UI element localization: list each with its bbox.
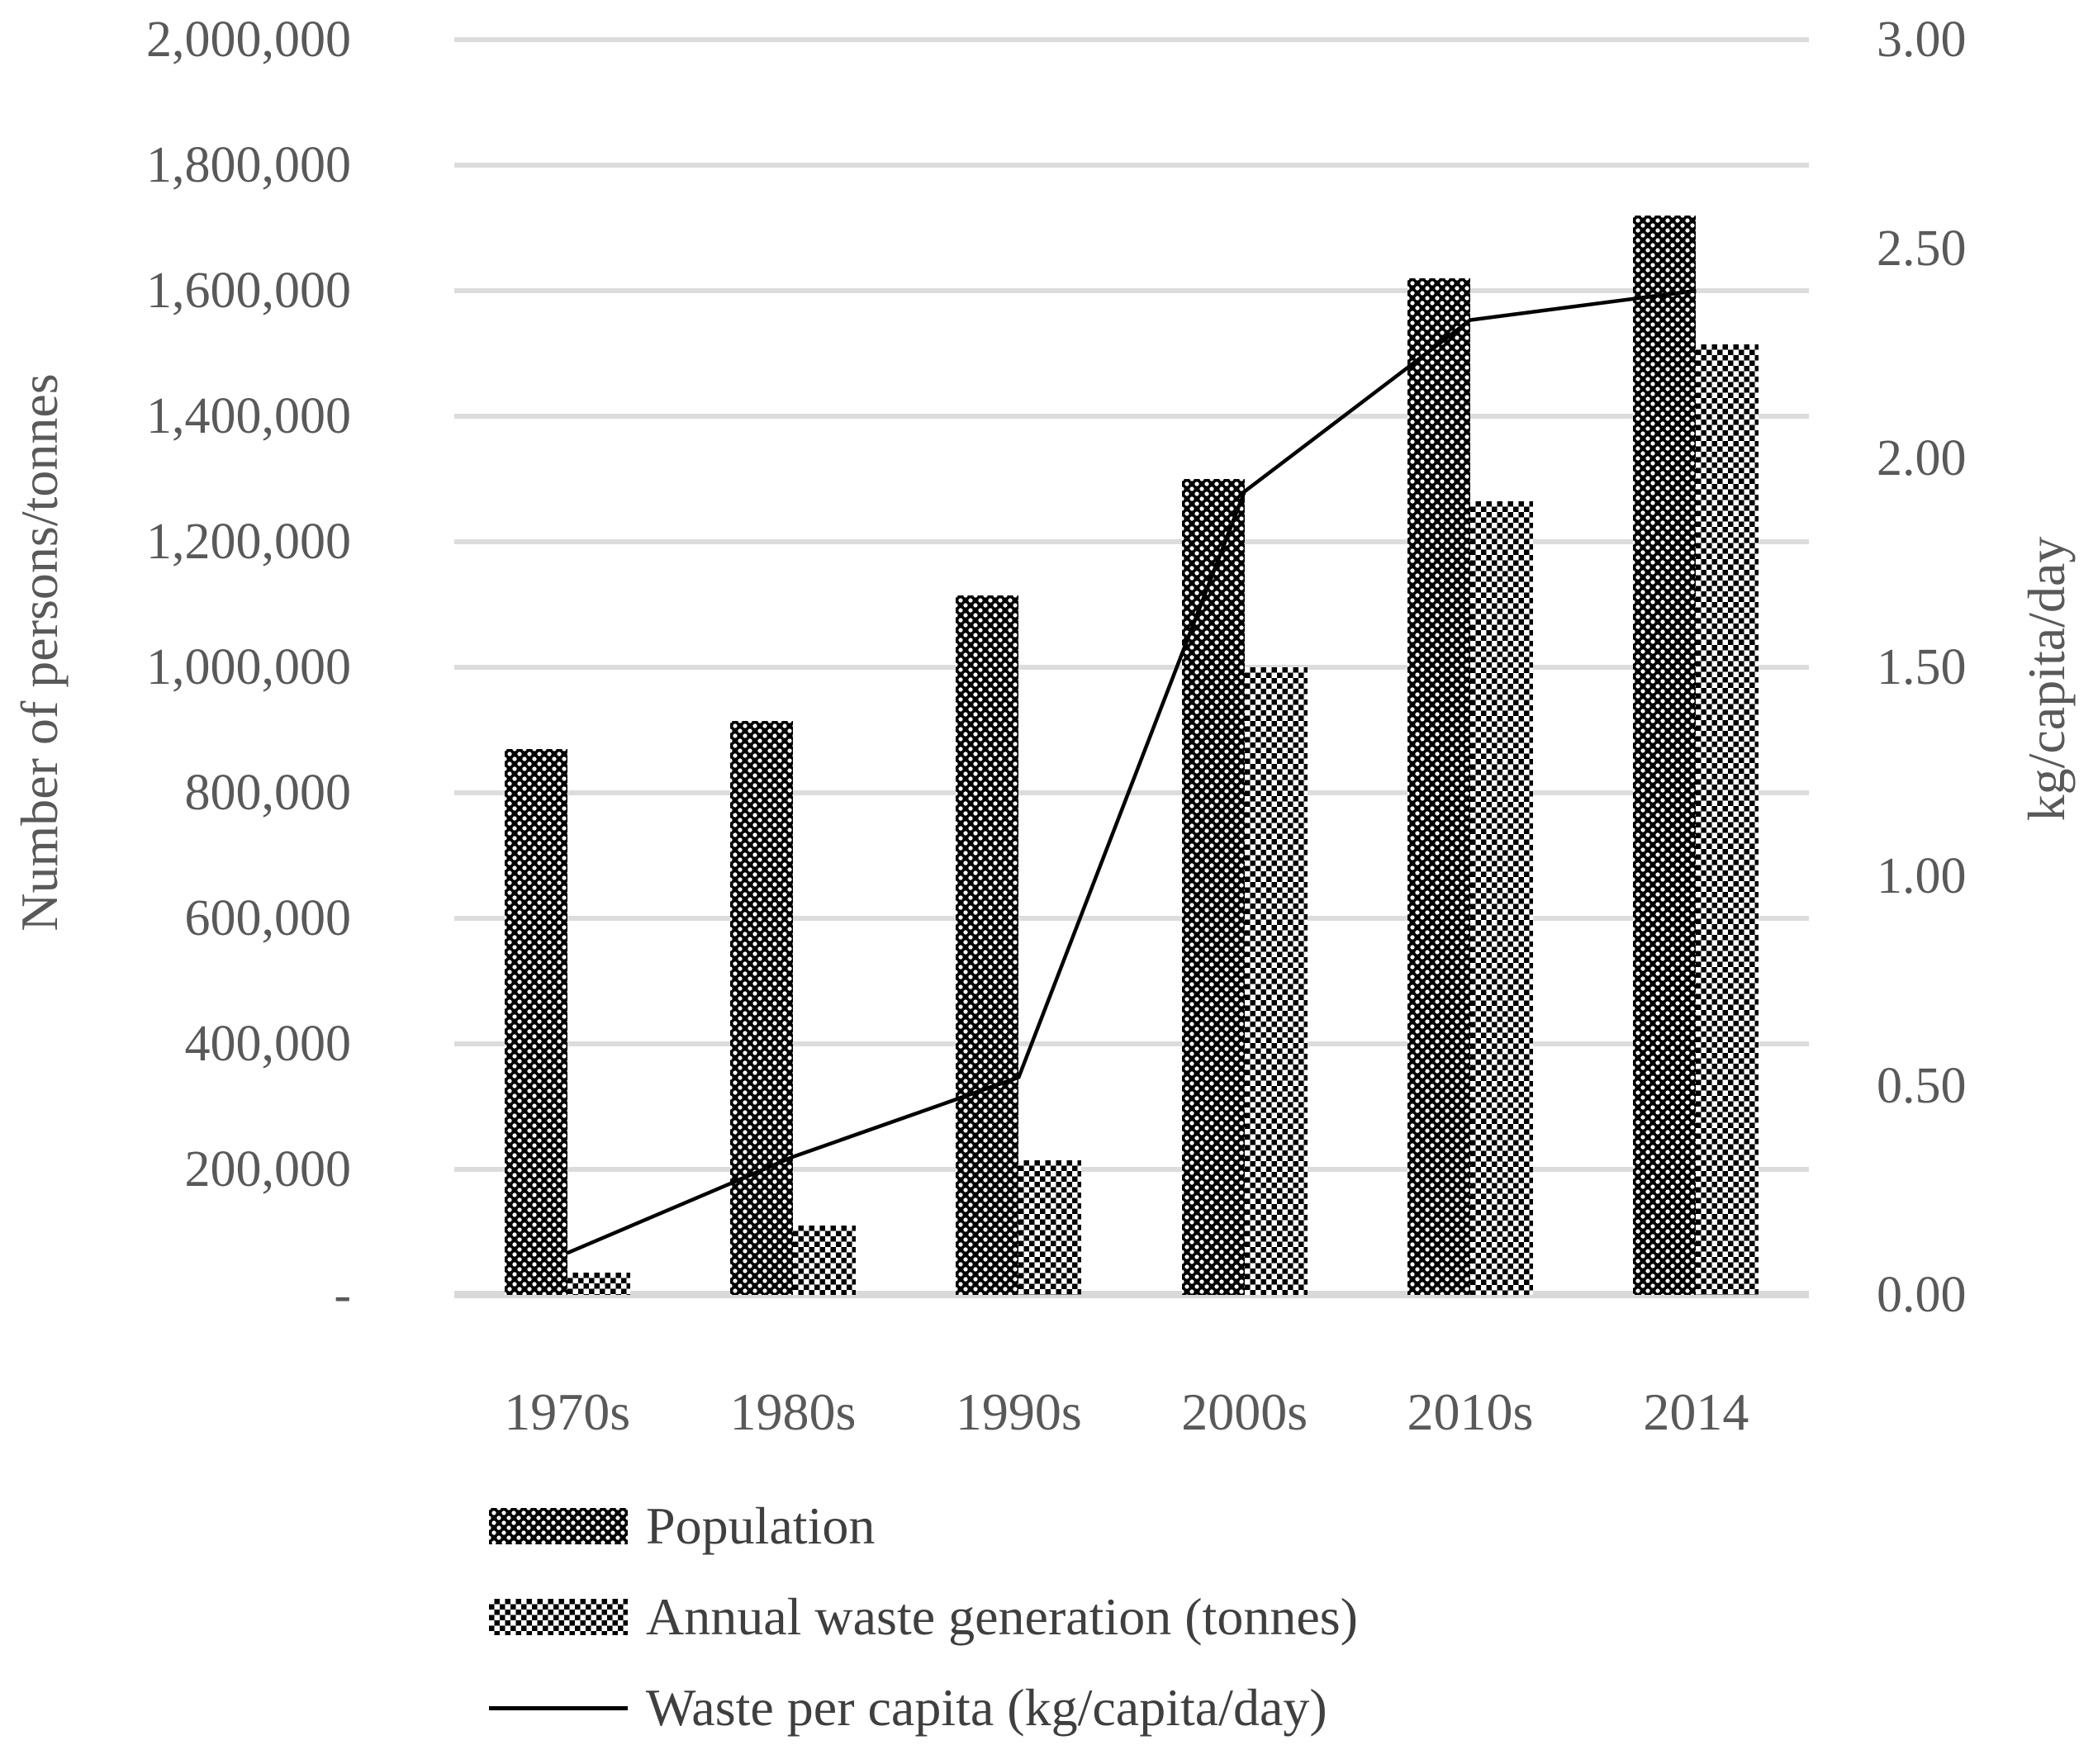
population-bar	[730, 721, 793, 1295]
left-axis-tick-label: 400,000	[184, 1016, 352, 1072]
gridline	[454, 37, 1809, 42]
right-axis-tick-label: 0.50	[1877, 1057, 1967, 1114]
right-axis-tick-label: 2.00	[1877, 429, 1967, 486]
population-bar	[1181, 479, 1245, 1295]
waste-bar	[567, 1273, 630, 1295]
gridline	[454, 665, 1809, 670]
left-axis-tick-label: 600,000	[184, 890, 352, 946]
right-axis-tick-label: 3.00	[1877, 12, 1967, 68]
population-bar	[1633, 216, 1697, 1295]
population-bar	[504, 749, 567, 1295]
right-axis-tick-label: 0.00	[1877, 1267, 1967, 1323]
plot-area	[454, 37, 1809, 1298]
legend-item-population: Population	[489, 1491, 1358, 1561]
legend: Population Annual waste generation (tonn…	[489, 1491, 1358, 1764]
x-axis-label: 2014	[1643, 1382, 1749, 1441]
left-axis-tick-label: -	[334, 1267, 351, 1323]
population-bar	[1407, 278, 1470, 1295]
waste-bar	[793, 1226, 856, 1295]
legend-label-population: Population	[646, 1496, 876, 1555]
right-axis-tick-label: 1.00	[1877, 848, 1967, 905]
left-axis-tick-label: 2,000,000	[146, 12, 351, 68]
gridline	[454, 790, 1809, 795]
legend-item-waste: Annual waste generation (tonnes)	[489, 1582, 1358, 1652]
right-axis-tick-label: 1.50	[1877, 639, 1967, 695]
left-axis-tick-label: 1,000,000	[146, 639, 351, 695]
left-axis-tick-label: 1,200,000	[146, 514, 351, 570]
left-axis-tick-label: 800,000	[184, 765, 352, 821]
gridline	[454, 1041, 1809, 1046]
waste-bar	[1244, 667, 1308, 1295]
gridline	[454, 288, 1809, 293]
legend-label-waste-per-capita: Waste per capita (kg/capita/day)	[646, 1678, 1327, 1737]
x-axis-line	[454, 1291, 1809, 1298]
x-axis-label: 1980s	[729, 1382, 857, 1441]
x-axis-label: 1970s	[504, 1382, 631, 1441]
left-axis-tick-label: 1,800,000	[146, 137, 351, 193]
gridline	[454, 1167, 1809, 1172]
left-axis-tick-label: 200,000	[184, 1141, 352, 1197]
x-axis-label: 1990s	[955, 1382, 1082, 1441]
left-axis-tick-label: 1,400,000	[146, 388, 351, 444]
right-axis-title: kg/capita/day	[2017, 536, 2076, 822]
waste-swatch-icon	[489, 1599, 628, 1635]
left-axis-tick-label: 1,600,000	[146, 263, 351, 319]
gridline	[454, 539, 1809, 544]
waste-per-capita-polyline	[566, 288, 1697, 1255]
waste-bar	[1018, 1160, 1082, 1295]
gridline	[454, 414, 1809, 419]
gridline	[454, 163, 1809, 168]
x-axis-label: 2000s	[1181, 1382, 1308, 1441]
population-bar	[956, 595, 1019, 1295]
waste-bar	[1470, 501, 1533, 1295]
line-swatch-icon	[489, 1705, 628, 1710]
x-axis-label: 2010s	[1407, 1382, 1534, 1441]
right-axis-tick-label: 2.50	[1877, 220, 1967, 277]
population-swatch-icon	[489, 1508, 628, 1544]
legend-item-waste-per-capita: Waste per capita (kg/capita/day)	[489, 1673, 1358, 1743]
gridline	[454, 916, 1809, 921]
waste-bar	[1696, 344, 1759, 1295]
waste-per-capita-line	[566, 288, 1697, 1255]
legend-label-waste: Annual waste generation (tonnes)	[646, 1587, 1358, 1646]
